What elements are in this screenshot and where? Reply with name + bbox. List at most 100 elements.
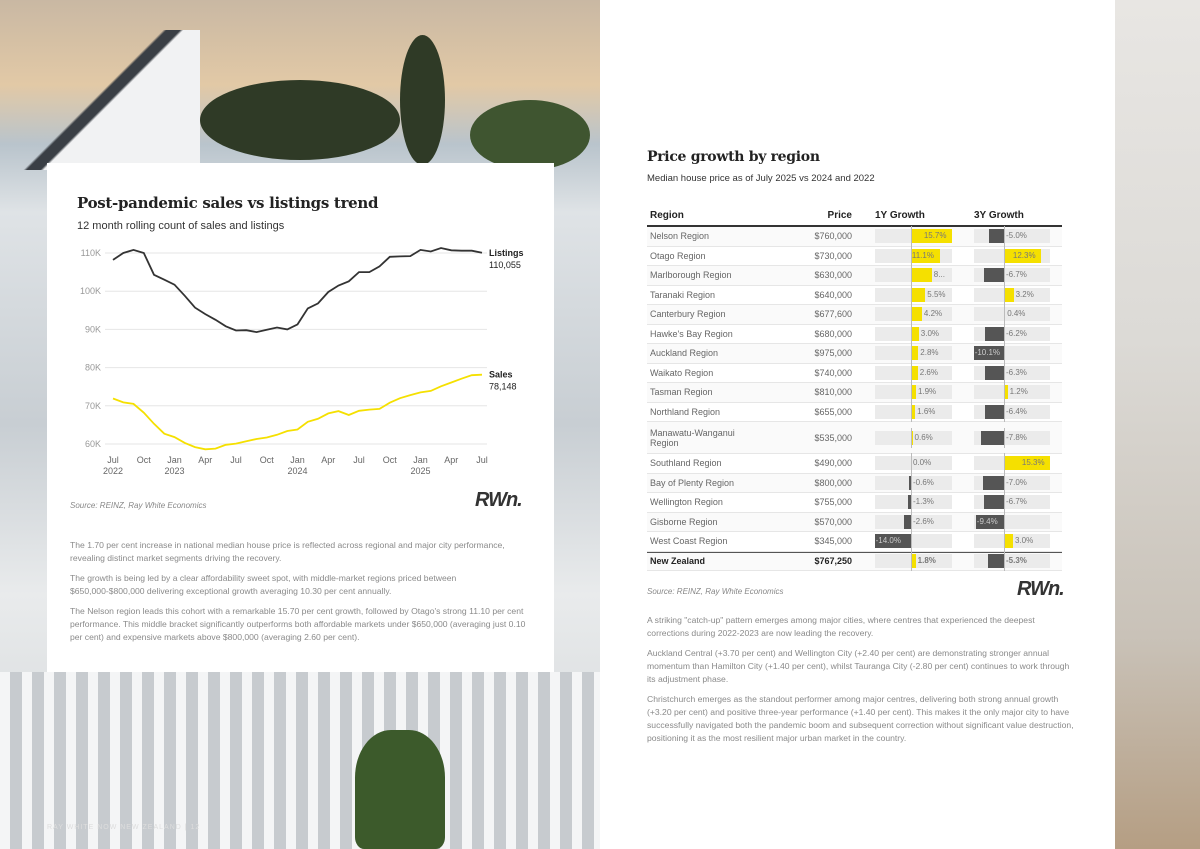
negative-bar [907, 495, 911, 510]
positive-bar [911, 326, 919, 341]
zero-line [911, 427, 912, 448]
growth-label: 5.5% [927, 289, 946, 299]
growth-label: -6.2% [1006, 328, 1027, 338]
table-row: Tasman Region $810,000 1.9% 1.2% [647, 382, 1062, 403]
growth-label: 1.6% [917, 406, 936, 416]
positive-bar [1004, 248, 1041, 263]
table-row: Northland Region $655,000 1.6% -6.4% [647, 401, 1062, 422]
zero-line [1004, 323, 1005, 344]
header-3y: 3Y Growth [974, 209, 1024, 221]
price: $490,000 [814, 458, 852, 469]
paragraph: The growth is being led by a clear affor… [70, 573, 457, 596]
table-row: Southland Region $490,000 0.0% 15.3% [647, 453, 1062, 474]
price: $800,000 [814, 477, 852, 488]
negative-bar [909, 475, 911, 490]
negative-bar [983, 495, 1004, 510]
zero-line [1004, 226, 1005, 247]
growth-3y-cell: -9.4% [974, 511, 1050, 532]
growth-label: -9.4% [976, 516, 998, 526]
growth-3y-cell: -5.3% [974, 551, 1050, 572]
zero-line [911, 531, 912, 552]
growth-1y-cell: 11.1% [875, 245, 952, 266]
growth-3y-cell: -6.2% [974, 323, 1050, 344]
growth-table: Region Price 1Y Growth 3Y Growth Nelson … [647, 205, 1062, 572]
chart-title: Post-pandemic sales vs listings trend [77, 194, 379, 212]
table-row: West Coast Region $345,000 -14.0% 3.0% [647, 531, 1062, 552]
y-tick-label: 60K [85, 439, 101, 449]
table-row: Nelson Region $760,000 15.7% -5.0% [647, 226, 1062, 247]
positive-bar [911, 307, 922, 322]
header-region: Region [650, 209, 684, 221]
zero-line [1004, 511, 1005, 532]
growth-1y-cell: 0.0% [875, 453, 952, 474]
negative-bar [985, 326, 1004, 341]
growth-label: 2.8% [920, 348, 939, 358]
header-price: Price [827, 209, 852, 221]
growth-label: -0.6% [913, 477, 934, 487]
x-tick-label: Jul [476, 455, 488, 465]
growth-3y-cell: -6.3% [974, 362, 1050, 383]
growth-1y-cell: 15.7% [875, 226, 952, 247]
price: $740,000 [814, 367, 852, 378]
zero-line [911, 226, 912, 247]
growth-label: -2.6% [913, 516, 934, 526]
zero-line [911, 304, 912, 325]
series-end-value: 110,055 [489, 260, 521, 270]
table-row: Manawatu-Wanganui Region $535,000 0.6% -7.8… [647, 422, 1062, 454]
growth-3y-cell: -7.8% [974, 427, 1050, 448]
tree-shape [200, 80, 400, 160]
growth-3y-cell: -7.0% [974, 472, 1050, 493]
growth-1y-cell: 1.6% [875, 401, 952, 422]
negative-bar [989, 229, 1004, 244]
series-label: Sales [489, 370, 513, 380]
growth-3y-cell: -6.7% [974, 265, 1050, 286]
region-name: Auckland Region [650, 348, 719, 359]
growth-1y-cell: 3.0% [875, 323, 952, 344]
growth-label: 2.6% [919, 367, 938, 377]
negative-bar [983, 475, 1004, 490]
growth-label: -6.7% [1006, 270, 1027, 280]
growth-1y-cell: 1.8% [875, 551, 952, 572]
table-row: Taranaki Region $640,000 5.5% 3.2% [647, 284, 1062, 305]
zero-line [1004, 401, 1005, 422]
y-tick-label: 70K [85, 401, 101, 411]
growth-label: 15.7% [923, 231, 947, 241]
zero-line [1004, 472, 1005, 493]
growth-3y-cell: -5.0% [974, 226, 1050, 247]
growth-1y-cell: 4.2% [875, 304, 952, 325]
region-name: Wellington Region [650, 497, 723, 508]
header-1y: 1Y Growth [875, 209, 925, 221]
x-tick-label: Jul [353, 455, 365, 465]
x-tick-label: Oct [137, 455, 152, 465]
table-row: Canterbury Region $677,600 4.2% 0.4% [647, 304, 1062, 325]
positive-bar [911, 365, 918, 380]
tree-shape [470, 100, 590, 170]
growth-3y-cell: 12.3% [974, 245, 1050, 266]
growth-1y-cell: -1.3% [875, 492, 952, 513]
price: $760,000 [814, 231, 852, 242]
positive-bar [911, 229, 952, 244]
zero-line [1004, 245, 1005, 266]
zero-line [911, 472, 912, 493]
chart-subtitle: 12 month rolling count of sales and list… [77, 220, 285, 232]
growth-label: -5.0% [1006, 231, 1027, 241]
growth-label: 1.9% [917, 387, 937, 397]
positive-bar [911, 346, 919, 361]
zero-line [911, 284, 912, 305]
table-row: Hawke's Bay Region $680,000 3.0% -6.2% [647, 323, 1062, 344]
zero-line [1004, 284, 1005, 305]
chart-source: Source: REINZ, Ray White Economics [70, 501, 207, 510]
negative-bar [904, 514, 911, 529]
growth-1y-cell: -0.6% [875, 472, 952, 493]
rwn-logo: RWn. [1017, 578, 1065, 600]
negative-bar [975, 514, 1004, 529]
interior-photo [1115, 0, 1200, 849]
price: $975,000 [814, 348, 852, 359]
region-name: Otago Region [650, 250, 706, 261]
table-row: Bay of Plenty Region $800,000 -0.6% -7.0% [647, 472, 1062, 493]
growth-3y-cell: 1.2% [974, 382, 1050, 403]
y-tick-label: 110K [81, 248, 101, 258]
price: $680,000 [814, 328, 852, 339]
right-body: A striking "catch-up" pattern emerges am… [647, 614, 1077, 752]
region-name: Taranaki Region [650, 289, 716, 300]
